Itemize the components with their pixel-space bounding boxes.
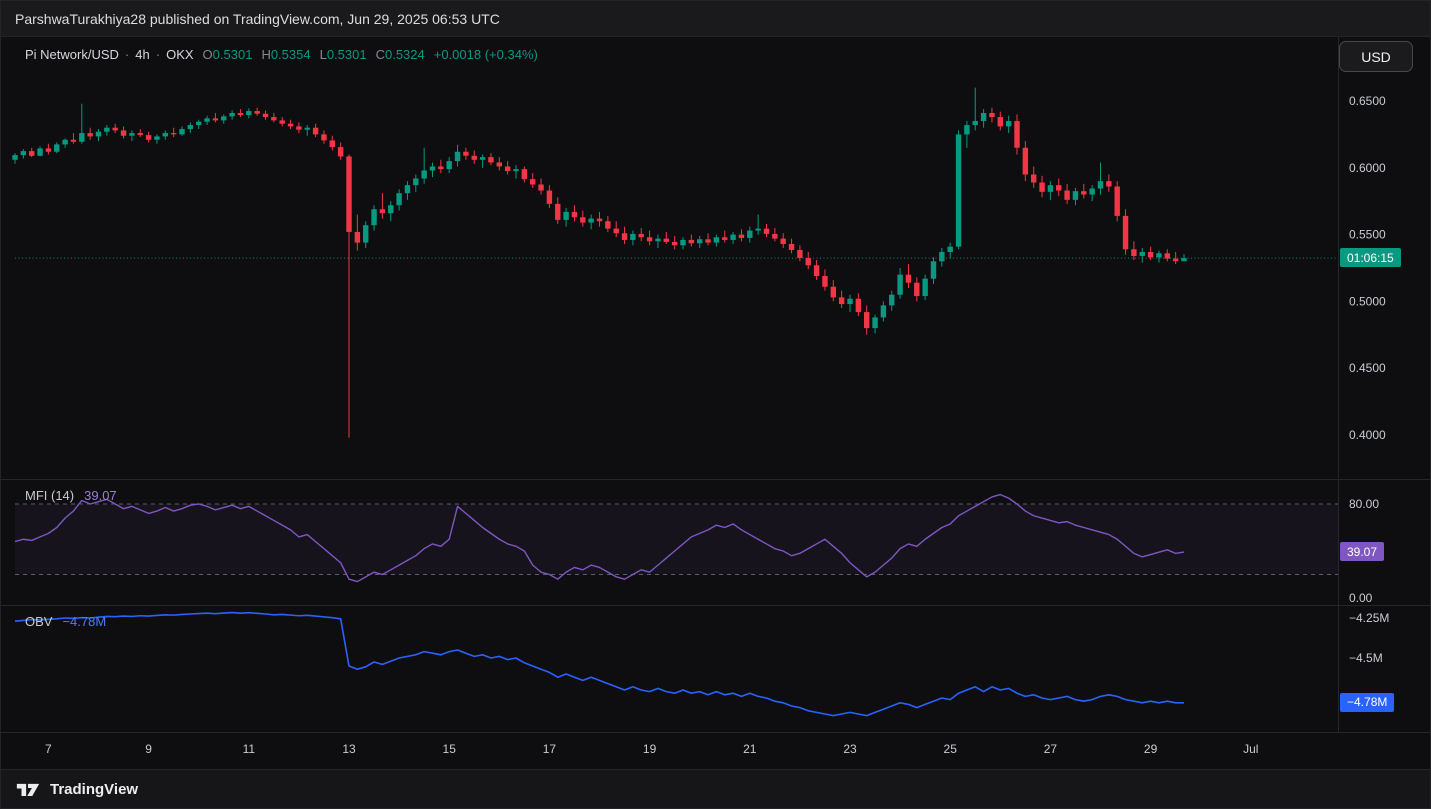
obv-legend-value: −4.78M (62, 614, 107, 629)
svg-text:11: 11 (243, 742, 256, 756)
svg-text:15: 15 (443, 742, 457, 756)
open-value: 0.5301 (212, 47, 253, 62)
svg-text:23: 23 (843, 742, 857, 756)
change-value: +0.0018 (+0.34%) (433, 47, 538, 62)
low-value: 0.5301 (326, 47, 367, 62)
svg-text:29: 29 (1144, 742, 1158, 756)
mfi-legend[interactable]: MFI (14) 39.07 (25, 488, 117, 503)
price-axis[interactable] (1339, 37, 1430, 732)
obv-legend[interactable]: OBV −4.78M (25, 614, 106, 629)
countdown-badge: 01:06:15 (1340, 248, 1401, 268)
svg-text:19: 19 (643, 742, 657, 756)
svg-text:0.6000: 0.6000 (1349, 161, 1386, 175)
svg-text:80.00: 80.00 (1349, 497, 1379, 511)
low-label: L (319, 47, 327, 62)
mfi-legend-value: 39.07 (84, 488, 117, 503)
svg-text:21: 21 (743, 742, 757, 756)
symbol-title[interactable]: Pi Network/USD (25, 47, 119, 62)
svg-text:−4.25M: −4.25M (1349, 611, 1389, 625)
svg-text:−4.5M: −4.5M (1349, 651, 1383, 665)
high-label: H (261, 47, 271, 62)
open-label: O (202, 47, 213, 62)
currency-button[interactable]: USD (1339, 41, 1413, 72)
bottom-bar: TradingView (1, 769, 1430, 808)
svg-text:17: 17 (543, 742, 557, 756)
svg-text:27: 27 (1044, 742, 1058, 756)
close-value: 0.5324 (384, 47, 425, 62)
svg-text:7: 7 (45, 742, 52, 756)
mfi-value-badge: 39.07 (1340, 542, 1385, 562)
mfi-legend-label[interactable]: MFI (14) (25, 488, 75, 503)
published-text: ParshwaTurakhiya28 published on TradingV… (15, 10, 500, 27)
svg-text:0.5000: 0.5000 (1349, 294, 1386, 308)
published-bar: ParshwaTurakhiya28 published on TradingV… (1, 1, 1430, 37)
svg-text:0.00: 0.00 (1349, 591, 1373, 605)
exchange-label[interactable]: OKX (166, 47, 194, 62)
separator-dot: · (155, 47, 161, 62)
svg-text:0.6500: 0.6500 (1349, 94, 1386, 108)
svg-text:Jul: Jul (1243, 742, 1258, 756)
obv-value-badge: −4.78M (1340, 692, 1395, 712)
svg-text:9: 9 (145, 742, 152, 756)
high-value: 0.5354 (270, 47, 311, 62)
separator-dot: · (124, 47, 130, 62)
svg-text:25: 25 (944, 742, 958, 756)
close-label: C (375, 47, 385, 62)
svg-text:13: 13 (342, 742, 356, 756)
tradingview-brand[interactable]: TradingView (50, 780, 139, 798)
obv-legend-label[interactable]: OBV (25, 614, 53, 629)
interval-label[interactable]: 4h (135, 47, 150, 62)
svg-text:0.4500: 0.4500 (1349, 361, 1386, 375)
svg-text:0.4000: 0.4000 (1349, 428, 1386, 442)
svg-text:0.5500: 0.5500 (1349, 228, 1386, 242)
symbol-legend[interactable]: Pi Network/USD · 4h · OKX O 0.5301 H 0.5… (25, 47, 538, 62)
time-axis[interactable] (1, 733, 1338, 771)
tradingview-logo-icon[interactable] (15, 780, 41, 798)
